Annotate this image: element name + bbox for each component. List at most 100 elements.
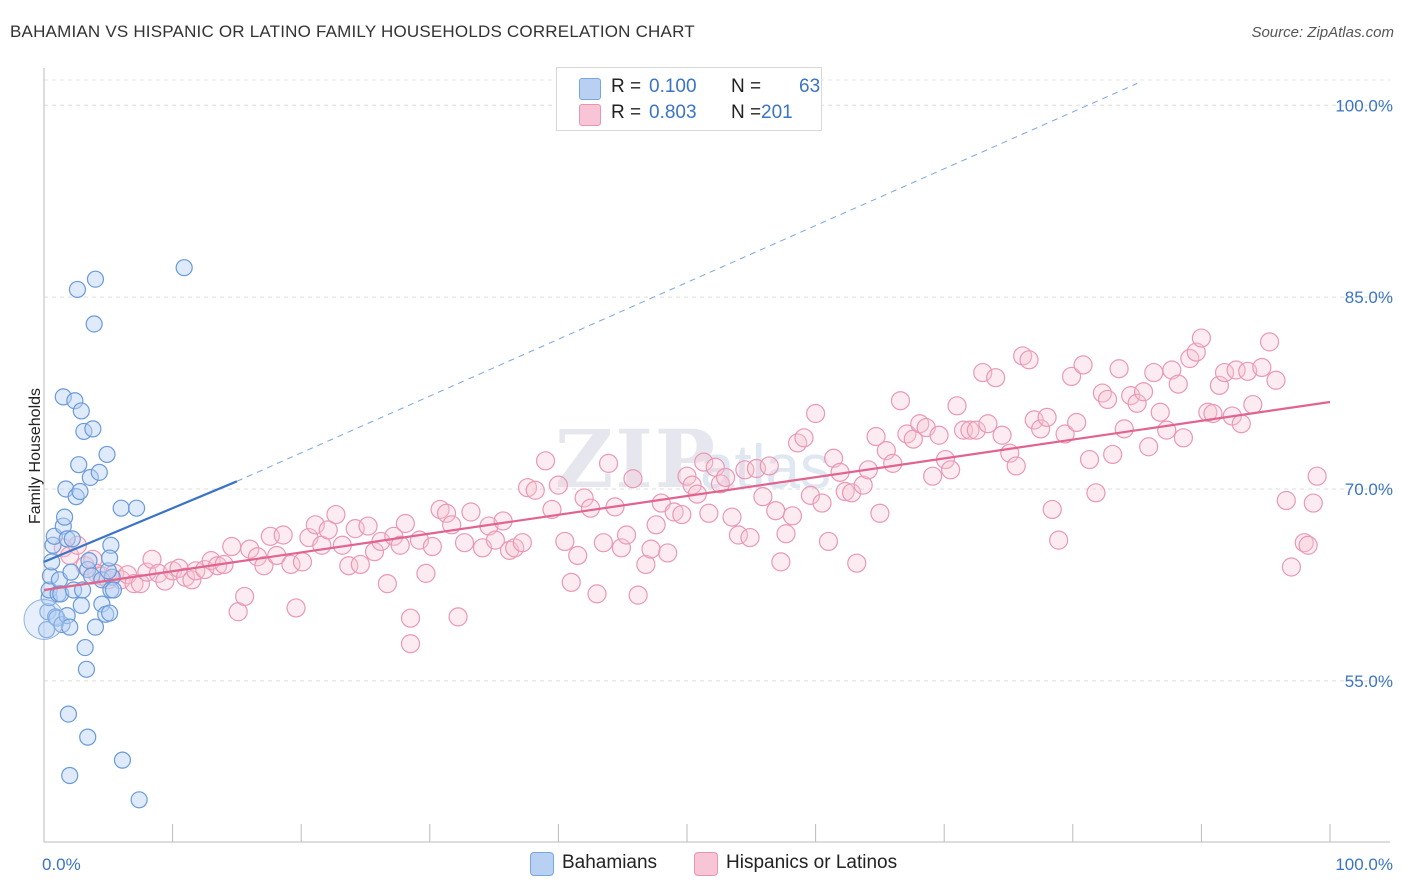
hispanic-point (641, 539, 661, 559)
x-tick-label: 0.0% (42, 855, 81, 874)
hispanic-point (1303, 493, 1323, 513)
hispanic-point (1061, 366, 1082, 387)
hispanic-point (555, 531, 575, 552)
hispanic-point (787, 433, 808, 453)
hispanic-point (1243, 394, 1263, 415)
bahamian-point (23, 598, 65, 640)
hispanic-point (448, 607, 468, 627)
hispanic-point (598, 453, 619, 473)
hispanic-point (561, 572, 581, 592)
bahamian-point (72, 596, 90, 614)
bahamian-point (175, 259, 193, 277)
chart-title: BAHAMIAN VS HISPANIC OR LATINO FAMILY HO… (10, 22, 695, 41)
hispanic-point (517, 478, 538, 498)
bahamians-swatch (579, 78, 601, 100)
hispanic-point (286, 598, 306, 618)
hispanic-point (1092, 383, 1112, 403)
n-label: N = (731, 76, 762, 97)
hispanic-point (535, 451, 556, 471)
n-value: 63 (799, 76, 821, 97)
hispanic-point (1150, 402, 1170, 422)
hispanic-point (273, 525, 293, 545)
hispanic-point (771, 552, 791, 572)
hispanics-legend-swatch (694, 852, 718, 876)
hispanic-point (1067, 412, 1087, 433)
hispanic-point (628, 585, 648, 605)
hispanic-point (794, 428, 814, 448)
legend-label: Hispanics or Latinos (726, 852, 898, 873)
hispanic-point (400, 634, 421, 654)
hispanic-point (897, 424, 917, 444)
hispanic-point (740, 527, 760, 548)
hispanic-point (699, 503, 719, 523)
hispanic-point (525, 480, 545, 500)
bahamian-point (41, 567, 60, 585)
stats-box: R = 0.100 N = 63 R = 0.803 N = 201 (556, 67, 822, 131)
bahamian-point (102, 536, 120, 554)
hispanic-point (1157, 420, 1177, 440)
r-label: R = (611, 76, 642, 97)
hispanic-point (485, 530, 505, 550)
hispanic-point (326, 504, 346, 525)
hispanic-point (1144, 362, 1164, 383)
bahamian-point (59, 705, 78, 723)
hispanic-point (847, 553, 867, 573)
bahamian-point (55, 508, 74, 526)
hispanic-point (636, 554, 656, 575)
hispanic-point (1109, 359, 1129, 379)
hispanic-point (130, 574, 151, 594)
hispanic-point (1037, 407, 1057, 427)
hispanic-point (1266, 370, 1286, 390)
hispanic-point (568, 545, 588, 566)
hispanic-point (759, 456, 779, 476)
bahamian-point (66, 392, 84, 410)
hispanic-point (842, 483, 862, 503)
hispanic-point (1055, 424, 1075, 444)
hispanic-point (722, 507, 742, 527)
watermark-zip: ZIP (555, 412, 717, 506)
hispanic-point (1114, 419, 1134, 439)
bahamian-point (99, 562, 117, 580)
hispanic-point (1049, 530, 1069, 550)
hispanic-point (682, 475, 702, 495)
hispanic-point (390, 535, 410, 555)
hispanic-point (1097, 389, 1118, 410)
hispanic-point (422, 536, 442, 557)
hispanic-point (866, 426, 886, 447)
x-tick-label: 100.0% (1335, 855, 1393, 874)
bahamian-point (44, 536, 62, 554)
hispanic-point (235, 586, 255, 607)
hispanic-point (124, 574, 144, 594)
hispanic-point (1127, 393, 1147, 413)
bahamian-point (71, 482, 89, 501)
hispanic-point (923, 466, 943, 486)
bahamian-point (81, 468, 99, 487)
hispanic-point (805, 403, 826, 424)
hispanic-point (616, 525, 637, 545)
hispanic-point (766, 501, 786, 521)
hispanic-point (960, 420, 980, 440)
hispanic-point (1073, 355, 1093, 375)
bahamian-point (54, 517, 72, 535)
hispanic-point (254, 556, 274, 576)
bahamian-point (130, 791, 148, 809)
hispanic-point (587, 584, 607, 604)
bahamian-point (104, 581, 123, 599)
bahamian-point (58, 530, 76, 548)
r-value: 0.100 (649, 76, 697, 97)
bahamian-point (62, 563, 80, 581)
hispanic-point (782, 506, 803, 526)
hispanic-point (1214, 362, 1235, 383)
hispanic-point (1173, 428, 1193, 448)
hispanic-point (947, 396, 967, 416)
bahamian-point (76, 638, 94, 657)
bahamian-point (63, 530, 81, 548)
hispanic-point (1162, 360, 1182, 380)
hispanic-point (776, 524, 796, 544)
hispanic-point (986, 368, 1006, 388)
hispanic-point (292, 552, 313, 572)
source-label: Source: ZipAtlas.com (1251, 24, 1394, 41)
bahamian-point (127, 499, 146, 517)
bahamian-point (61, 618, 79, 636)
